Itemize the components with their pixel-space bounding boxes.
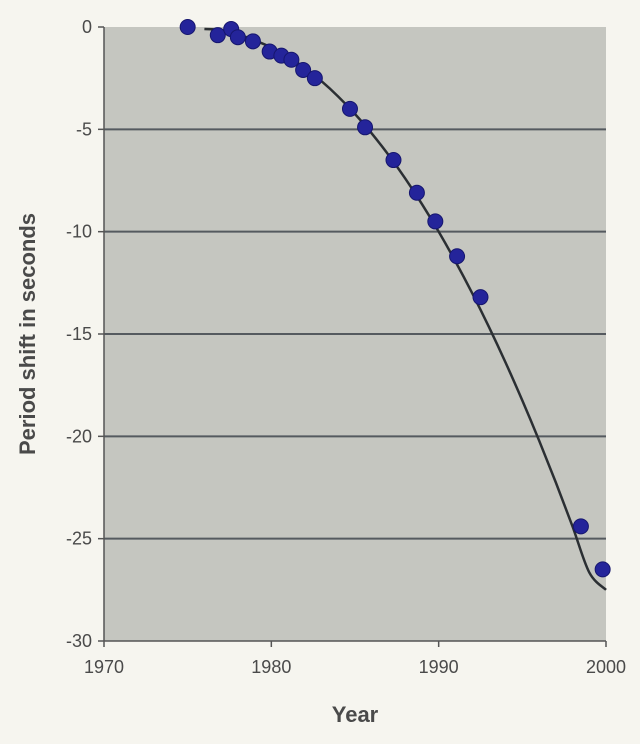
data-point-9 — [306, 70, 323, 87]
data-points — [179, 19, 611, 578]
y-tick-label-4: -20 — [66, 426, 92, 446]
data-point-13 — [408, 184, 425, 201]
data-point-7 — [283, 51, 300, 68]
y-tick-label-2: -10 — [66, 222, 92, 242]
grid-lines — [104, 128, 606, 540]
data-point-10 — [341, 100, 358, 117]
data-point-18 — [594, 561, 611, 578]
x-tick-label-1: 1980 — [251, 657, 291, 677]
data-point-12 — [385, 152, 402, 169]
data-point-17 — [572, 518, 589, 535]
data-point-1 — [209, 27, 226, 44]
x-tick-label-0: 1970 — [84, 657, 124, 677]
data-point-15 — [449, 248, 466, 265]
data-point-14 — [427, 213, 444, 230]
x-tick-label-3: 2000 — [586, 657, 626, 677]
x-tick-label-2: 1990 — [419, 657, 459, 677]
data-point-11 — [357, 119, 374, 136]
y-axis-title: Period shift in seconds — [15, 213, 40, 455]
tick-labels: 0 -5 -10 -15 -20 -25 -30 1970 1980 1990 2000 — [66, 17, 626, 677]
data-point-4 — [244, 33, 261, 50]
y-tick-label-1: -5 — [76, 119, 92, 139]
data-point-0 — [179, 19, 196, 35]
data-point-16 — [472, 289, 489, 306]
data-point-3 — [229, 29, 246, 46]
y-tick-label-5: -25 — [66, 529, 92, 549]
y-tick-label-0: 0 — [82, 17, 92, 37]
data-point-8 — [295, 61, 312, 78]
x-axis-title: Year — [332, 702, 379, 727]
y-tick-label-6: -30 — [66, 631, 92, 651]
y-tick-label-3: -15 — [66, 324, 92, 344]
